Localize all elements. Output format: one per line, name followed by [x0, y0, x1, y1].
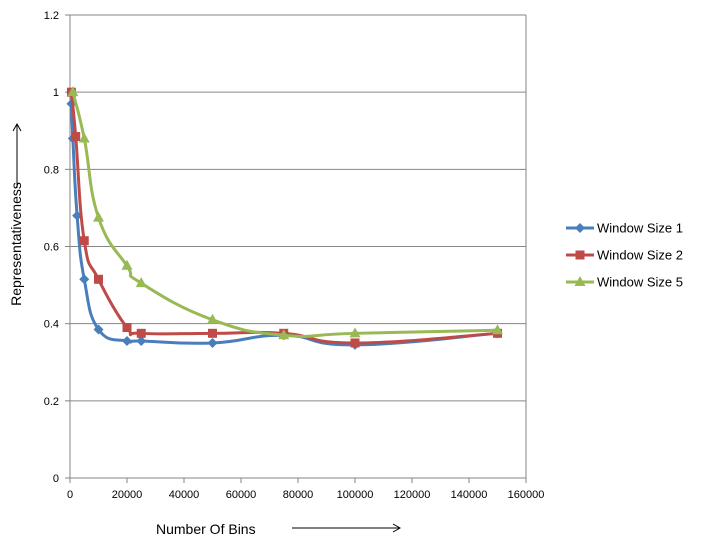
- x-tick-label: 140000: [451, 489, 488, 501]
- data-point: [93, 324, 104, 335]
- data-point: [135, 277, 147, 288]
- x-tick-label: 100000: [337, 489, 374, 501]
- gridlines: [70, 14, 527, 478]
- y-tick-label: 0: [53, 473, 59, 485]
- y-tick-label: 1.2: [44, 10, 59, 22]
- data-point: [67, 86, 79, 97]
- x-tick-label: 60000: [226, 489, 257, 501]
- data-point: [278, 329, 290, 340]
- x-tick-label: 120000: [394, 489, 431, 501]
- data-point: [122, 336, 132, 347]
- legend-label: Window Size 5: [597, 275, 683, 290]
- data-point: [78, 132, 90, 143]
- legend: Window Size 1 Window Size 2 Window Size 5: [566, 221, 683, 290]
- legend-marker: [575, 223, 585, 233]
- data-point: [207, 337, 218, 348]
- data-point: [122, 323, 132, 333]
- data-point: [121, 259, 133, 270]
- data-point: [492, 324, 503, 335]
- series-3: [67, 86, 503, 340]
- y-tick-label: 1: [53, 87, 59, 99]
- data-point: [94, 274, 103, 284]
- x-tick-label: 160000: [508, 489, 545, 501]
- series-line: [71, 91, 498, 338]
- data-point: [136, 328, 146, 338]
- legend-item: Window Size 2: [566, 248, 683, 263]
- legend-marker: [574, 276, 586, 286]
- data-point: [93, 211, 104, 222]
- data-point: [79, 274, 90, 285]
- y-tick-label: 0.8: [44, 164, 59, 176]
- y-tick-label: 0.2: [44, 396, 59, 408]
- y-axis-title: Representativeness: [8, 182, 24, 306]
- legend-item: Window Size 1: [566, 221, 683, 236]
- y-tick-label: 0.6: [44, 242, 59, 254]
- x-tick-label: 0: [67, 489, 73, 501]
- data-point: [79, 236, 89, 246]
- series-layer: [66, 86, 503, 350]
- x-axis-title: Number Of Bins: [156, 521, 256, 537]
- legend-marker: [575, 250, 585, 260]
- data-point: [71, 132, 81, 142]
- series-2: [66, 87, 502, 348]
- data-point: [208, 328, 217, 338]
- data-point: [350, 338, 360, 348]
- x-tick-label: 40000: [169, 489, 200, 501]
- legend-item: Window Size 5: [566, 275, 683, 290]
- y-axis-arrow: [12, 122, 22, 188]
- data-point: [207, 313, 218, 324]
- x-axis-arrow: [292, 523, 402, 533]
- series-line: [69, 103, 498, 347]
- x-tick-label: 20000: [112, 489, 143, 501]
- data-point: [136, 336, 147, 347]
- x-tick-label: 80000: [283, 489, 314, 501]
- series-1: [66, 98, 503, 350]
- y-tick-label: 0.4: [44, 319, 59, 331]
- series-line: [69, 92, 498, 345]
- legend-label: Window Size 2: [597, 248, 683, 263]
- legend-label: Window Size 1: [597, 221, 683, 236]
- data-point: [349, 327, 361, 338]
